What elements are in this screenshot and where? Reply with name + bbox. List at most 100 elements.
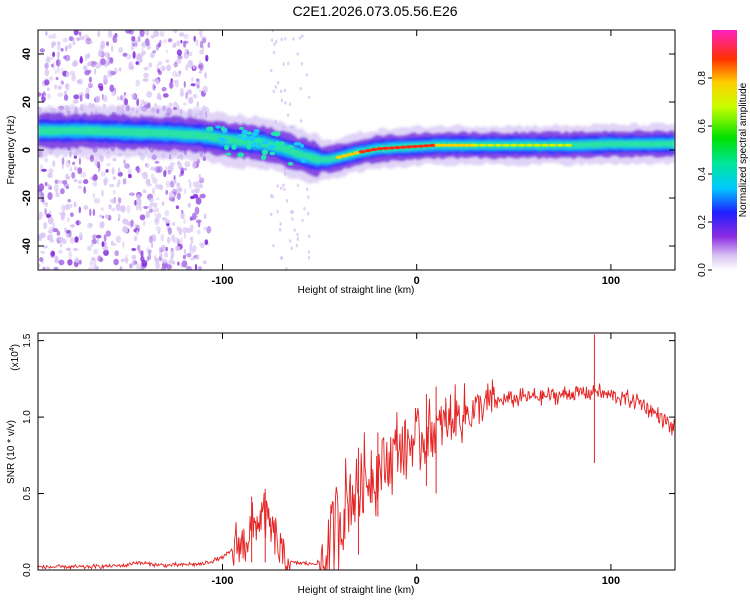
noise-mark [143,220,146,227]
ridge-blob [241,129,249,135]
noise-mark [125,254,128,261]
ridge-core-mark [376,147,384,151]
noise-mark [106,163,111,166]
noise-mark [40,192,45,198]
noise-mark [109,84,115,92]
noise-mark [170,250,175,258]
noise-mark [150,201,153,206]
noise-mark [117,218,120,221]
noise-mark [97,50,103,57]
noise-mark [152,177,158,184]
noise-mark [44,181,48,187]
noise-mark [77,167,83,175]
noise-mark [47,93,51,100]
noise-mark [45,57,51,64]
noise-mark [189,236,194,241]
noise-mark [47,216,54,225]
noise-mark [203,213,207,219]
ridge-core-mark [446,143,454,147]
noise-mark [144,104,151,109]
noise-mark [135,53,142,62]
noise-mark [303,206,306,211]
noise-mark [112,37,118,43]
noise-mark [175,245,181,252]
noise-mark [73,30,79,36]
noise-mark [77,185,82,189]
noise-mark [99,214,102,218]
noise-mark [131,254,137,260]
noise-mark [197,229,201,235]
noise-mark [271,30,274,33]
noise-mark [38,211,43,218]
noise-mark [168,102,173,107]
colorbar-tick-label: 0.4 [697,167,708,181]
noise-mark [170,255,173,264]
noise-mark [57,180,63,184]
noise-mark [202,37,206,44]
ridge-blob [237,152,245,158]
noise-mark [276,209,279,214]
ridge-blob [268,144,276,150]
noise-mark [206,226,212,234]
noise-mark [77,78,83,85]
ridge-core-mark [556,143,565,147]
noise-mark [135,61,139,65]
noise-mark [203,226,208,231]
ridge-blob [261,149,269,156]
noise-mark [136,244,141,252]
noise-mark [135,79,141,87]
noise-mark [167,38,173,43]
noise-mark [182,227,188,234]
noise-mark [40,232,46,239]
noise-mark [87,82,93,89]
noise-mark [145,162,150,168]
noise-mark [113,258,119,266]
noise-mark [195,39,199,47]
noise-mark [184,167,187,171]
noise-mark [56,45,62,51]
ridge-blob [218,137,225,141]
noise-mark [176,49,182,56]
noise-mark [63,55,67,60]
snr-y-axis: 0.0 0.5 1.0 1.5 [22,333,675,577]
noise-mark [146,91,153,98]
noise-mark [198,184,203,189]
noise-mark [54,255,59,263]
noise-mark [131,40,134,46]
noise-mark [137,35,141,43]
noise-mark [187,89,192,95]
spectrogram-y-axis: -40 -20 0 20 40 [21,48,675,254]
noise-mark [91,256,96,262]
noise-mark [85,40,88,45]
noise-mark [307,195,310,200]
y-tick-label: -40 [21,238,33,254]
spectrogram-x-axis-label: Height of straight line (km) [298,285,415,296]
noise-mark [106,41,109,47]
noise-mark [52,33,57,39]
ridge-blob [293,142,302,146]
noise-mark [52,61,56,70]
noise-mark [191,77,194,82]
noise-mark [73,247,79,252]
noise-mark [64,83,69,89]
noise-mark [189,243,193,250]
noise-mark [54,69,57,75]
noise-mark [196,254,200,260]
noise-mark [146,247,149,254]
noise-mark [170,162,176,167]
ridge-blob [231,144,237,150]
noise-mark [47,236,51,241]
noise-mark [298,36,302,40]
noise-mark [172,221,176,226]
noise-mark [108,203,112,210]
noise-mark [165,180,171,188]
noise-mark [199,30,203,38]
noise-mark [141,259,148,267]
noise-mark [116,96,120,101]
noise-mark [286,61,290,66]
ridge-core-mark [440,143,448,147]
noise-mark [296,183,300,188]
noise-mark [92,234,97,240]
ridge-core-mark [509,143,518,147]
noise-mark [188,51,193,57]
